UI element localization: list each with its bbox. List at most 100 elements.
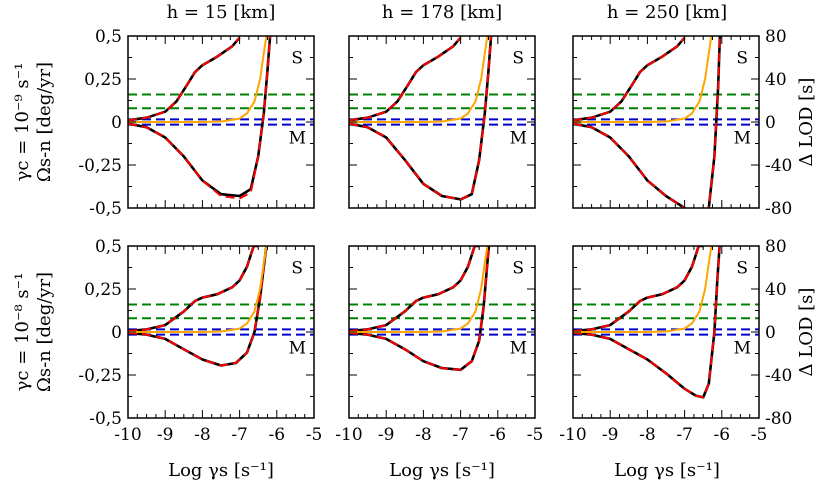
- panel-r2c1-line-lower-red: [128, 246, 268, 367]
- panel-r2c1-ylabel-1: -0,25: [78, 366, 122, 386]
- panel-r2c2-xlabel-4: -6: [490, 425, 507, 445]
- panel-r1c1-ylabel-4: 0,5: [95, 27, 122, 47]
- panel-r1c3: -80 -40 0 40 80 S M: [572, 27, 792, 219]
- panel-r2c1-xlabel-3: -7: [231, 425, 248, 445]
- panel-r2c3-ryl-2: 0: [765, 323, 776, 343]
- panel-r1c1-line-upper-red: [128, 37, 241, 122]
- x-label-1: Log γs [s⁻¹]: [168, 460, 274, 481]
- column-title-2: h = 178 [km]: [382, 2, 502, 23]
- panel-r2c1-series: [128, 246, 268, 367]
- panel-r2c1-xlabel-5: -5: [306, 425, 323, 445]
- panel-r2c3-xlabel-5: -5: [751, 425, 768, 445]
- right-label-2: Δ LOD [s]: [796, 288, 817, 377]
- row-label-1: γc = 10⁻⁹ s⁻¹ Ωs-n [deg/yr]: [12, 62, 55, 182]
- panel-r2c2-label-M: M: [510, 339, 527, 359]
- panel-r2c2-xlabel-2: -8: [415, 425, 432, 445]
- panel-r2c1-xlabel-0: -10: [114, 425, 141, 445]
- column-title-3: h = 250 [km]: [607, 2, 727, 23]
- right-label-1-text: Δ LOD [s]: [796, 78, 817, 167]
- panel-r2c1-line-upper-red: [128, 246, 259, 333]
- row-label-1-line2: Ωs-n [deg/yr]: [34, 62, 55, 182]
- panel-r2c1: -0,5 -0,25 0 0,25 0,5 -10 -9 -8 -7 -6 -5 S M: [78, 237, 322, 445]
- panel-r2c2-line-orange: [349, 246, 489, 333]
- panel-r1c2-line-orange: [349, 36, 489, 123]
- panel-r2c1-ylabel-3: 0,25: [84, 280, 122, 300]
- panel-r2c3-ryl-4: 80: [765, 237, 787, 257]
- panel-r1c1-ylabel-0: -0,5: [89, 199, 122, 219]
- panel-r1c3-series: [573, 36, 722, 208]
- panel-r1c2-line-lower-red: [349, 36, 493, 201]
- panels: -0,5-0,2500,250,5SMSM-80-4004080SM-0,5-0…: [78, 27, 792, 445]
- panel-r2c3-series: [573, 246, 721, 399]
- panel-r1c2-label-S: S: [512, 49, 524, 69]
- panel-r2c2-line-upper-red: [349, 246, 480, 333]
- panel-r2c3-xlabel-4: -6: [714, 425, 731, 445]
- panel-r2c3-ryl-1: -40: [765, 366, 792, 386]
- panel-r1c1-ylabel-2: 0: [111, 113, 122, 133]
- panel-r1c3-label-S: S: [736, 49, 748, 69]
- panel-r1c2: SM: [348, 35, 536, 209]
- panel-r1c1-ylabel-1: -0,25: [78, 156, 122, 176]
- panel-r1c3-ryl-0: -80: [765, 199, 792, 219]
- panel-r2c3-line-lower-black: [573, 246, 721, 399]
- x-label-2: Log γs [s⁻¹]: [389, 460, 495, 481]
- panel-r2c2-xlabel-3: -7: [452, 425, 469, 445]
- panel-r1c1-label-S: S: [291, 49, 303, 69]
- panel-r2c3-line-orange: [573, 246, 713, 333]
- panel-r2c3-ryl-3: 40: [765, 280, 787, 300]
- panel-r1c3-line-lower-red: [573, 36, 721, 208]
- panel-r2c1-ylabel-2: 0: [111, 323, 122, 343]
- right-label-2-text: Δ LOD [s]: [796, 288, 817, 377]
- panel-r2c1-xlabel-1: -9: [157, 425, 174, 445]
- panel-r2c3-xlabel-0: -10: [559, 425, 586, 445]
- panel-r2c1-xlabel-4: -6: [269, 425, 286, 445]
- panel-r2c2: -10 -9 -8 -7 -6 -5 S M: [335, 245, 544, 445]
- panel-r1c2-label-M: M: [510, 129, 527, 149]
- panel-r2c2-series: [349, 246, 491, 372]
- row-label-2-line2: Ωs-n [deg/yr]: [34, 272, 55, 392]
- panel-r2c1-ylabel-0: -0,5: [89, 409, 122, 429]
- column-title-1: h = 15 [km]: [167, 2, 276, 23]
- panel-r2c1-line-orange: [128, 246, 268, 333]
- panel-r1c1: -0,5 -0,25 0 0,25 0,5 S M: [78, 27, 315, 219]
- panel-r1c2-series: [349, 36, 493, 201]
- panel-r2c3-xlabel-3: -7: [676, 425, 693, 445]
- panel-r2c1-line-lower-black: [128, 246, 268, 367]
- row-label-1-line1: γc = 10⁻⁹ s⁻¹: [12, 63, 33, 182]
- panel-r1c3-line-upper-red: [573, 37, 686, 122]
- panel-r1c1-line-orange: [128, 36, 268, 123]
- panel-r1c3-label-M: M: [734, 129, 751, 149]
- panel-r1c1-line-lower-red: [128, 36, 272, 200]
- panel-r2c3-xlabel-1: -9: [602, 425, 619, 445]
- panel-r1c3-ryl-2: 0: [765, 113, 776, 133]
- panel-r1c1-ylabel-3: 0,25: [84, 70, 122, 90]
- panel-r1c3-ryl-3: 40: [765, 70, 787, 90]
- panel-r1c3-ryl-1: -40: [765, 156, 792, 176]
- panel-r2c2-xlabel-1: -9: [378, 425, 395, 445]
- panel-r2c3: -80 -40 0 40 80 -10 -9 -8 -7 -6 -5 S M: [559, 237, 792, 445]
- panel-r2c3-line-upper-red: [573, 246, 704, 333]
- panel-r1c1-series: [128, 36, 272, 200]
- panel-r2c3-line-lower-red: [573, 246, 721, 399]
- panel-r2c1-label-S: S: [291, 259, 303, 279]
- panel-r2c3-label-S: S: [736, 259, 748, 279]
- panel-r2c1-ylabel-4: 0,5: [95, 237, 122, 257]
- row-label-2-line1: γc = 10⁻⁸ s⁻¹: [12, 273, 33, 392]
- panel-r2c2-label-S: S: [512, 259, 524, 279]
- panel-r2c1-label-M: M: [289, 339, 306, 359]
- panel-r2c2-line-lower-red: [349, 246, 490, 371]
- panel-r1c3-line-orange: [573, 36, 713, 123]
- right-label-1: Δ LOD [s]: [796, 78, 817, 167]
- panel-r2c1-xlabel-2: -8: [194, 425, 211, 445]
- row-label-2: γc = 10⁻⁸ s⁻¹ Ωs-n [deg/yr]: [12, 272, 55, 392]
- panel-r1c1-label-M: M: [289, 129, 306, 149]
- panel-r2c3-label-M: M: [734, 339, 751, 359]
- panel-r2c3-ryl-0: -80: [765, 409, 792, 429]
- panel-r2c3-xlabel-2: -8: [639, 425, 656, 445]
- x-label-3: Log γs [s⁻¹]: [614, 460, 720, 481]
- panel-r1c2-line-upper-red: [349, 37, 462, 122]
- panel-r2c2-xlabel-5: -5: [527, 425, 544, 445]
- panel-r1c3-ryl-4: 80: [765, 27, 787, 47]
- panel-r2c2-xlabel-0: -10: [335, 425, 362, 445]
